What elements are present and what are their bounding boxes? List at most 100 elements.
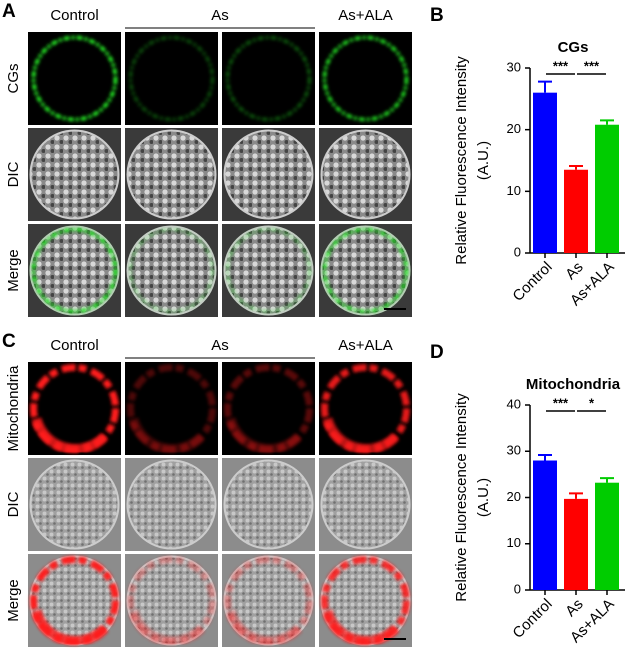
fluorescence <box>322 227 409 314</box>
column-label: Control <box>50 7 98 24</box>
oocyte <box>126 459 217 550</box>
micrograph <box>222 458 315 551</box>
significance-label: * <box>589 395 595 410</box>
y-tick-label: 10 <box>507 183 521 198</box>
fluorescence-crescent <box>225 417 303 455</box>
oocyte <box>29 129 120 220</box>
micrograph <box>319 32 412 125</box>
y-axis-label: Relative Fluorescence Intensity <box>453 56 470 265</box>
oocyte <box>223 225 314 316</box>
oocyte <box>223 459 314 550</box>
image-bg <box>28 362 121 455</box>
y-tick-label: 0 <box>514 581 521 596</box>
fluorescence <box>225 227 312 314</box>
micrograph <box>125 32 218 125</box>
micrograph <box>125 224 218 317</box>
image-bg <box>222 362 315 455</box>
oocyte <box>320 129 411 220</box>
row-label: DIC <box>5 161 22 187</box>
panel-letter: B <box>430 5 444 26</box>
oocyte <box>320 225 411 316</box>
y-tick-label: 30 <box>507 443 521 458</box>
column-label: As+ALA <box>338 337 393 354</box>
x-tick-label: As <box>562 596 586 620</box>
micrograph <box>319 224 412 317</box>
row-label: DIC <box>5 491 22 517</box>
error-bar <box>538 453 552 461</box>
fluorescence <box>128 35 215 122</box>
bar <box>533 460 557 590</box>
micrograph <box>125 554 218 647</box>
fluorescence-crescent <box>128 417 206 455</box>
micrograph <box>28 224 121 317</box>
image-bg <box>319 32 412 125</box>
micrograph <box>125 458 218 551</box>
row-label: CGs <box>5 64 22 94</box>
fluorescence-crescent <box>322 609 400 647</box>
x-tick-label: Control <box>509 259 555 305</box>
error-bar <box>569 165 583 170</box>
fluorescence-crescent <box>128 609 206 647</box>
significance-label: *** <box>553 58 569 73</box>
micrograph <box>319 458 412 551</box>
column-label: As <box>211 7 229 24</box>
micrograph <box>319 362 412 455</box>
error-bar <box>600 477 614 483</box>
micrograph <box>222 362 315 455</box>
significance-label: *** <box>553 395 569 410</box>
row-label: Merge <box>5 249 22 292</box>
fluorescence <box>31 227 118 314</box>
bar <box>564 498 588 590</box>
column-label: Control <box>50 337 98 354</box>
y-axis-label: Relative Fluorescence Intensity <box>453 393 470 602</box>
chart-title: CGs <box>558 39 589 56</box>
oocyte <box>29 459 120 550</box>
x-tick-label: Control <box>509 596 555 642</box>
panel-letter: D <box>430 342 444 363</box>
fluorescence <box>322 35 409 122</box>
micrograph <box>28 362 121 455</box>
oocyte <box>126 129 217 220</box>
fluorescence <box>31 35 118 122</box>
y-axis-label: (A.U.) <box>475 141 492 180</box>
y-axis-label: (A.U.) <box>475 478 492 517</box>
micrograph <box>319 554 412 647</box>
error-bar <box>538 80 552 93</box>
row-label: Merge <box>5 579 22 622</box>
bar <box>533 92 557 254</box>
micrograph <box>28 554 121 647</box>
micrograph <box>28 32 121 125</box>
x-tick-label: As <box>562 259 586 283</box>
error-bar <box>569 492 583 499</box>
y-tick-label: 40 <box>507 396 521 411</box>
y-tick-label: 20 <box>507 121 521 136</box>
micrograph <box>222 32 315 125</box>
oocyte <box>126 225 217 316</box>
fluorescence-crescent <box>31 609 109 647</box>
fluorescence-crescent <box>322 417 400 455</box>
micrograph <box>28 128 121 221</box>
micrograph <box>319 128 412 221</box>
bar <box>595 124 619 253</box>
panel-letter: A <box>2 1 16 22</box>
fluorescence-crescent <box>31 417 109 455</box>
micrograph <box>28 458 121 551</box>
oocyte <box>320 459 411 550</box>
y-tick-label: 20 <box>507 489 521 504</box>
fluorescence <box>225 35 312 122</box>
bar <box>564 169 588 253</box>
image-bg <box>125 32 218 125</box>
y-tick-label: 30 <box>507 59 521 74</box>
oocyte <box>29 225 120 316</box>
image-bg <box>125 362 218 455</box>
micrograph <box>222 128 315 221</box>
y-tick-label: 0 <box>514 244 521 259</box>
row-label: Mitochondria <box>5 365 22 452</box>
chart-title: Mitochondria <box>526 376 621 393</box>
significance-label: *** <box>584 58 600 73</box>
image-bg <box>28 32 121 125</box>
y-tick-label: 10 <box>507 535 521 550</box>
oocyte <box>223 129 314 220</box>
panel-letter: C <box>2 331 16 352</box>
